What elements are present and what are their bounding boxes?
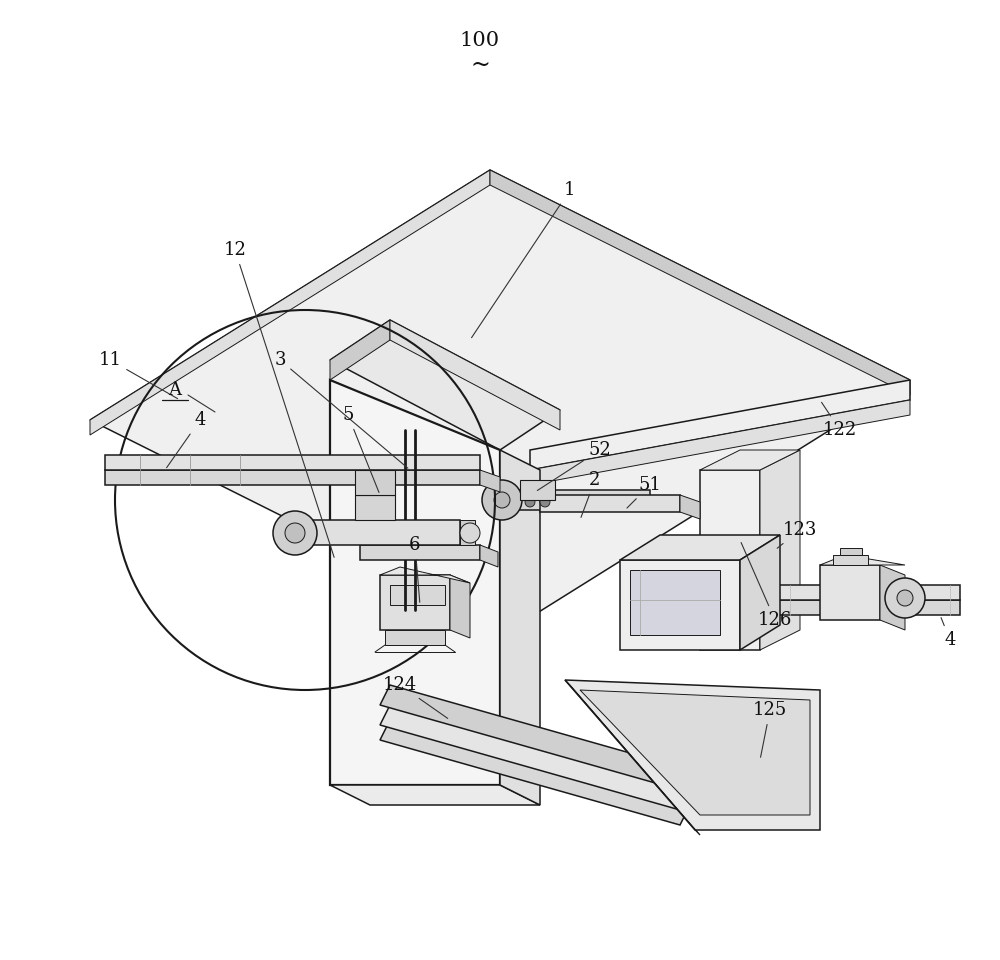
Text: 3: 3 [274,351,408,468]
Polygon shape [390,585,445,605]
Polygon shape [390,320,560,430]
Polygon shape [380,575,450,630]
Polygon shape [380,685,690,790]
Polygon shape [820,555,905,565]
Circle shape [273,511,317,555]
Polygon shape [760,600,960,615]
Polygon shape [460,520,475,545]
Text: 4: 4 [941,617,956,649]
Polygon shape [620,560,740,650]
Polygon shape [840,548,862,555]
Polygon shape [90,170,490,435]
Circle shape [460,523,480,543]
Text: 2: 2 [581,471,601,517]
Polygon shape [105,455,480,470]
Polygon shape [760,450,800,650]
Polygon shape [760,585,960,600]
Polygon shape [700,450,800,470]
Text: 125: 125 [753,701,787,757]
Text: 6: 6 [409,536,421,602]
Text: 126: 126 [741,542,792,629]
Text: A: A [168,381,182,399]
Polygon shape [833,555,868,565]
Polygon shape [355,470,395,495]
Text: 123: 123 [777,521,817,548]
Polygon shape [880,565,905,630]
Polygon shape [565,680,820,830]
Polygon shape [90,170,910,630]
Polygon shape [580,690,810,815]
Text: 5: 5 [342,406,379,492]
Text: 1: 1 [472,181,576,338]
Text: 100: 100 [460,31,500,50]
Polygon shape [380,567,470,583]
Text: ~: ~ [470,54,490,77]
Circle shape [482,480,522,520]
Polygon shape [330,785,540,805]
Circle shape [897,590,913,606]
Polygon shape [385,630,445,645]
Polygon shape [480,545,498,567]
Polygon shape [565,680,700,835]
Polygon shape [680,495,700,519]
Polygon shape [520,480,555,500]
Polygon shape [620,535,780,560]
Text: 51: 51 [627,476,661,508]
Text: 12: 12 [224,241,334,558]
Polygon shape [380,705,690,810]
Polygon shape [105,470,480,485]
Polygon shape [360,545,480,560]
Text: 122: 122 [822,402,857,439]
Polygon shape [330,380,500,785]
Polygon shape [490,170,910,395]
Polygon shape [820,565,880,620]
Polygon shape [480,470,500,492]
Text: 52: 52 [537,441,611,491]
Polygon shape [300,520,460,545]
Polygon shape [530,380,910,470]
Polygon shape [500,450,540,805]
Polygon shape [700,470,760,650]
Circle shape [285,523,305,543]
Circle shape [525,497,535,507]
Polygon shape [380,720,690,825]
Polygon shape [330,320,560,450]
Polygon shape [630,570,720,635]
Polygon shape [740,535,780,650]
Text: 4: 4 [167,411,206,468]
Text: 11: 11 [98,351,178,398]
Polygon shape [330,320,390,380]
Circle shape [540,497,550,507]
Polygon shape [355,495,395,520]
Polygon shape [530,400,910,485]
Polygon shape [540,495,680,512]
Text: 124: 124 [383,676,448,718]
Polygon shape [500,490,650,510]
Circle shape [885,578,925,618]
Polygon shape [450,575,470,638]
Circle shape [494,492,510,508]
